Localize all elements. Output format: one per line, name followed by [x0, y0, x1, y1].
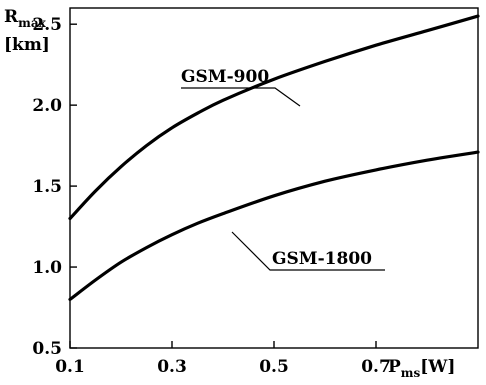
x-tick-label: 0.1	[55, 357, 85, 377]
y-tick-label: 1.0	[32, 258, 62, 278]
plot-frame	[69, 7, 479, 349]
y-tick-label: 2.0	[32, 96, 62, 116]
x-axis-label-sub: ms	[401, 366, 421, 380]
series-line-gsm900	[68, 14, 480, 221]
series-leader-gsm900	[181, 87, 301, 107]
y-axis-label-sub: max	[18, 16, 46, 30]
x-axis-label: Pms[W]	[388, 357, 455, 380]
x-tick-label: 0.5	[259, 357, 289, 377]
y-tick-label: 0.5	[32, 339, 62, 359]
y-tick-label: 2.5	[32, 15, 62, 35]
series-label-gsm900: GSM-900	[181, 67, 269, 87]
x-tick-label: 0.7	[361, 357, 391, 377]
y-axis-label-main: R	[4, 7, 19, 27]
y-axis-unit: [km]	[4, 35, 50, 55]
series-line-gsm1800	[68, 150, 480, 301]
series-lines	[68, 14, 480, 301]
y-ticks: 0.5 1.0 1.5 2.0 2.5	[32, 15, 77, 359]
series-label-gsm1800: GSM-1800	[272, 249, 372, 269]
x-axis-label-main: P	[388, 357, 401, 377]
x-tick-label: 0.3	[157, 357, 187, 377]
series-leader-gsm1800	[231, 231, 385, 271]
x-axis-label-unit: [W]	[420, 357, 455, 377]
y-tick-label: 1.5	[32, 177, 62, 197]
x-ticks: 0.1 0.3 0.5 0.7	[55, 341, 391, 377]
y-axis-label: Rmax	[4, 7, 47, 30]
